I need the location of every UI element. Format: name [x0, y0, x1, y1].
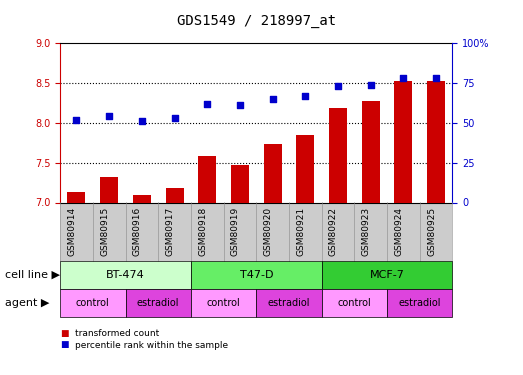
- Bar: [100, 177, 118, 203]
- Text: GSM80924: GSM80924: [394, 207, 403, 256]
- Text: percentile rank within the sample: percentile rank within the sample: [75, 340, 228, 350]
- Point: [170, 115, 179, 121]
- Text: control: control: [207, 298, 241, 308]
- Text: ■: ■: [60, 329, 69, 338]
- Text: estradiol: estradiol: [399, 298, 441, 308]
- Point: [268, 96, 277, 102]
- Text: control: control: [337, 298, 371, 308]
- Text: GSM80918: GSM80918: [198, 207, 207, 256]
- Text: GSM80925: GSM80925: [427, 207, 436, 256]
- Text: GSM80915: GSM80915: [100, 207, 109, 256]
- Text: GSM80920: GSM80920: [264, 207, 272, 256]
- Text: GSM80916: GSM80916: [133, 207, 142, 256]
- Bar: [427, 81, 445, 203]
- Point: [432, 75, 440, 81]
- Text: MCF-7: MCF-7: [370, 270, 404, 280]
- Text: estradiol: estradiol: [268, 298, 310, 308]
- Text: GSM80921: GSM80921: [297, 207, 305, 256]
- Point: [236, 102, 244, 108]
- Point: [334, 83, 342, 89]
- Bar: [133, 195, 151, 202]
- Text: GSM80917: GSM80917: [166, 207, 175, 256]
- Text: ■: ■: [60, 340, 69, 350]
- Point: [138, 118, 146, 124]
- Text: transformed count: transformed count: [75, 329, 159, 338]
- Text: BT-474: BT-474: [106, 270, 145, 280]
- Bar: [67, 192, 85, 202]
- Point: [72, 117, 81, 123]
- Bar: [394, 81, 412, 203]
- Point: [105, 113, 113, 119]
- Text: agent ▶: agent ▶: [5, 298, 50, 308]
- Bar: [362, 101, 380, 202]
- Text: GDS1549 / 218997_at: GDS1549 / 218997_at: [177, 14, 336, 28]
- Text: control: control: [76, 298, 110, 308]
- Point: [203, 101, 211, 107]
- Text: estradiol: estradiol: [137, 298, 179, 308]
- Bar: [329, 108, 347, 202]
- Text: GSM80922: GSM80922: [329, 207, 338, 256]
- Bar: [198, 156, 216, 203]
- Text: GSM80914: GSM80914: [67, 207, 76, 256]
- Bar: [264, 144, 281, 202]
- Bar: [231, 165, 249, 202]
- Bar: [297, 135, 314, 202]
- Bar: [166, 188, 184, 202]
- Text: GSM80923: GSM80923: [362, 207, 371, 256]
- Text: GSM80919: GSM80919: [231, 207, 240, 256]
- Text: T47-D: T47-D: [240, 270, 273, 280]
- Point: [301, 93, 310, 99]
- Point: [399, 75, 407, 81]
- Point: [367, 82, 375, 88]
- Text: cell line ▶: cell line ▶: [5, 270, 60, 280]
